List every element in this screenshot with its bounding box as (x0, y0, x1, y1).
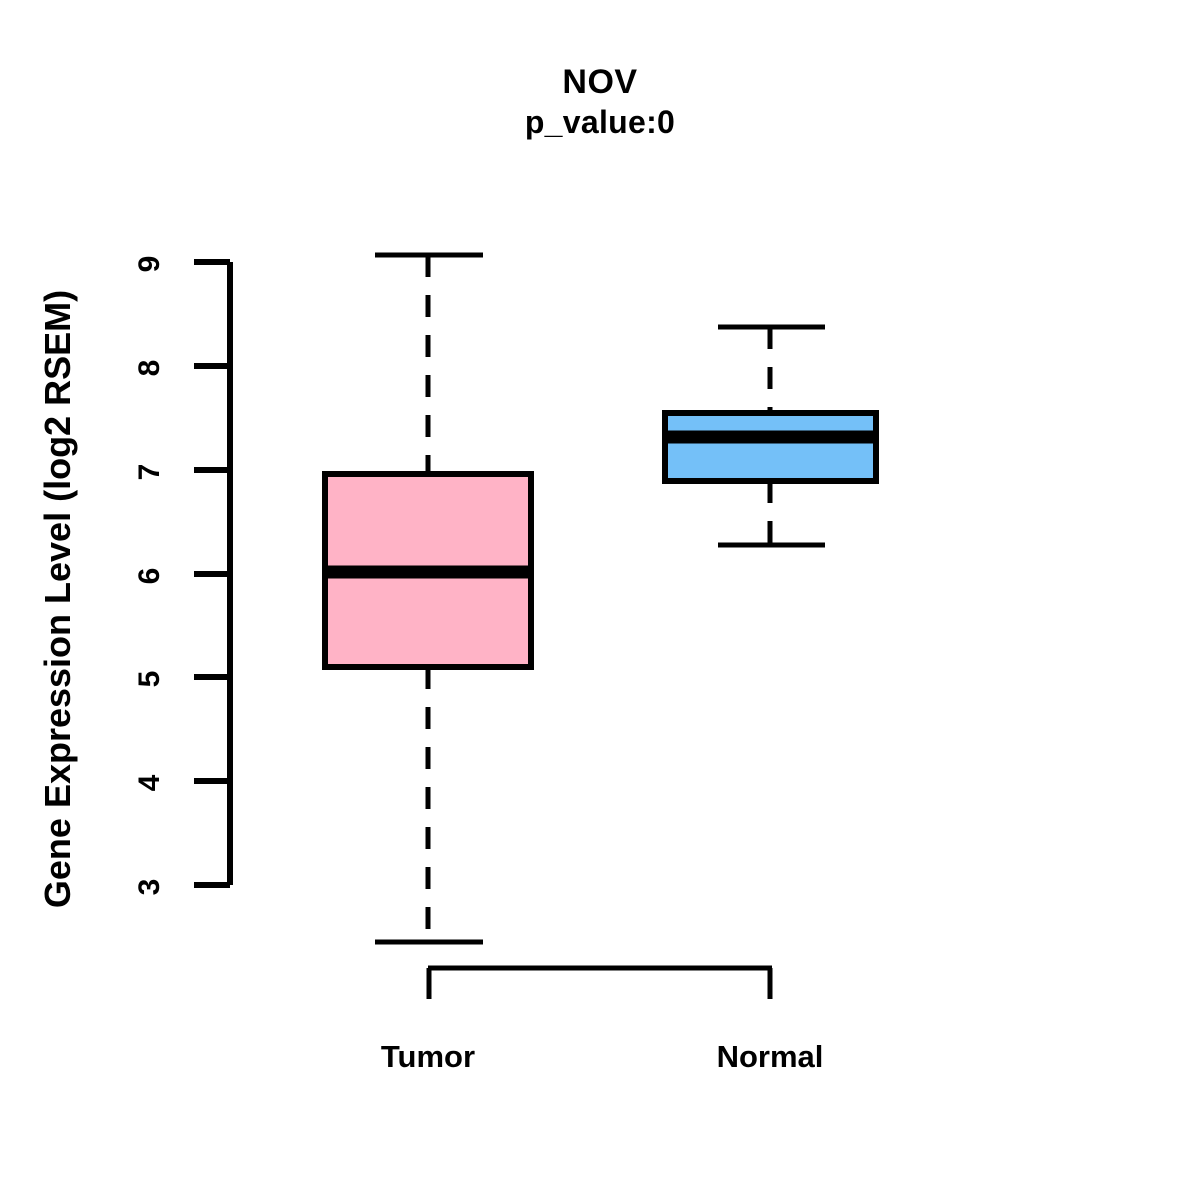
box-normal (662, 324, 879, 548)
chart-subtitle-pvalue: p_value:0 (524, 104, 676, 141)
x-axis (426, 965, 773, 999)
x-tick-label-normal: Normal (716, 1039, 824, 1074)
y-tick-label-4: 4 (133, 774, 166, 792)
y-tick-label-3: 3 (133, 878, 166, 896)
y-tick-label-8: 8 (133, 359, 166, 377)
page-title: NOV (562, 63, 638, 101)
y-tick-label-6: 6 (133, 567, 166, 585)
y-axis (194, 259, 233, 888)
x-tick-label-tumor: Tumor (380, 1039, 476, 1074)
y-tick-label-7: 7 (133, 463, 166, 481)
y-tick-label-9: 9 (133, 255, 166, 273)
y-tick-label-5: 5 (133, 670, 166, 688)
box-tumor (322, 252, 534, 945)
chart-title-block: NOV p_value:0 (0, 62, 1200, 143)
normal-box-rect (662, 410, 879, 484)
